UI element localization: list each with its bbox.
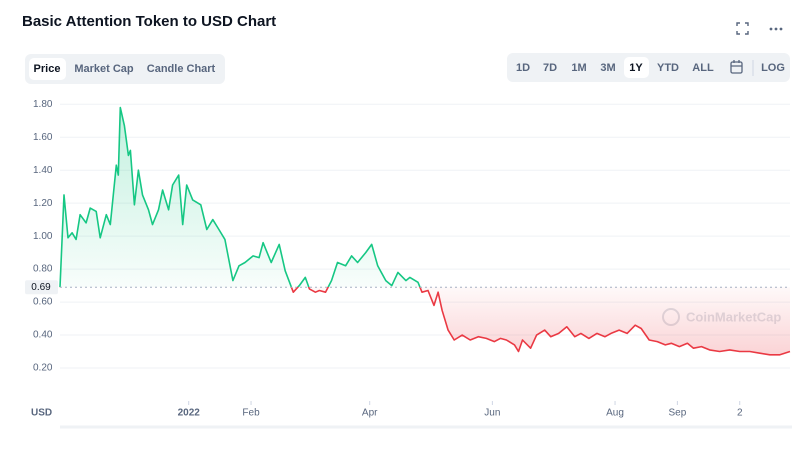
- range-active-bg: [624, 57, 649, 78]
- x-tick-label: Apr: [362, 408, 378, 419]
- calendar-icon[interactable]: [730, 60, 743, 74]
- range-button[interactable]: 1Y: [629, 62, 643, 74]
- x-tick-label: Aug: [606, 408, 624, 419]
- more-icon[interactable]: [769, 27, 783, 31]
- tab-active-bg: [29, 58, 66, 80]
- range-button[interactable]: 1D: [516, 62, 530, 74]
- range-button[interactable]: 7D: [543, 62, 557, 74]
- tab[interactable]: Price: [34, 63, 61, 75]
- y-tick-label: 1.80: [33, 99, 53, 110]
- y-tick-label: 1.00: [33, 231, 53, 242]
- currency-label: USD: [31, 408, 52, 419]
- y-tick-label: 1.20: [33, 198, 53, 209]
- price-area: [60, 107, 790, 355]
- x-tick-label: Jun: [484, 408, 500, 419]
- y-tick-label: 0.80: [33, 264, 53, 275]
- baseline-label: 0.69: [31, 282, 51, 293]
- y-tick-label: 0.40: [33, 330, 53, 341]
- x-tick-label: Sep: [668, 408, 686, 419]
- y-tick-label: 0.60: [33, 297, 53, 308]
- range-button[interactable]: YTD: [657, 62, 679, 74]
- log-button[interactable]: LOG: [761, 62, 785, 74]
- price-line: [59, 106, 791, 356]
- range-button[interactable]: 3M: [600, 62, 615, 74]
- expand-icon[interactable]: [736, 22, 749, 35]
- x-tick-label: 2: [737, 408, 743, 419]
- tab[interactable]: Market Cap: [74, 63, 134, 75]
- tab[interactable]: Candle Chart: [147, 63, 216, 75]
- y-tick-label: 0.20: [33, 363, 53, 374]
- y-tick-label: 1.60: [33, 132, 53, 143]
- baseline-label-bg: [25, 280, 58, 295]
- x-tick-label: Feb: [242, 408, 260, 419]
- range-button[interactable]: ALL: [692, 62, 714, 74]
- range-button[interactable]: 1M: [571, 62, 586, 74]
- tab-group: [25, 54, 225, 84]
- chart-title: Basic Attention Token to USD Chart: [22, 13, 276, 30]
- x-tick-label: 2022: [178, 408, 201, 419]
- plot: 0.20 0.40 0.60 0.80 1.00 1.20 1.40 1.60 1.80 2022…: [25, 99, 791, 419]
- y-tick-label: 1.40: [33, 165, 53, 176]
